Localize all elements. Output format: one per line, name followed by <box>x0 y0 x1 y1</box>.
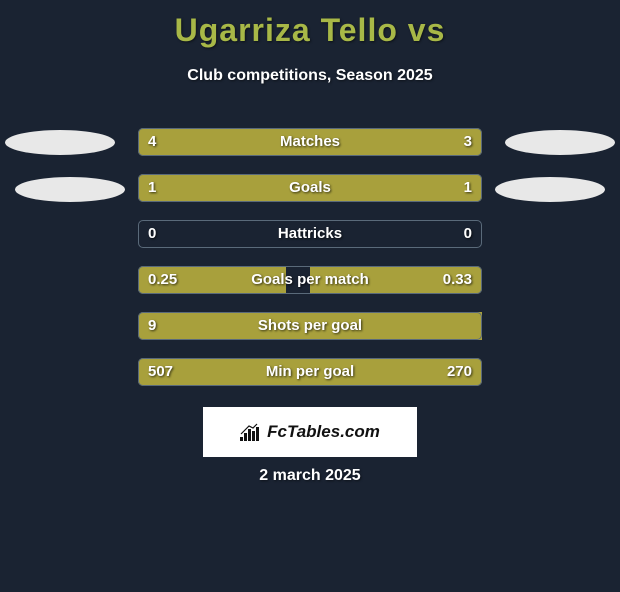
subtitle: Club competitions, Season 2025 <box>0 67 620 85</box>
stat-row: 0.250.33Goals per match <box>0 265 620 300</box>
bar-container: 507270Min per goal <box>138 358 482 386</box>
page-title: Ugarriza Tello vs <box>0 12 620 49</box>
bar-container: 0.250.33Goals per match <box>138 266 482 294</box>
logo-box: FcTables.com <box>203 407 417 457</box>
footer-date: 2 march 2025 <box>0 467 620 485</box>
stat-label: Goals <box>138 179 482 196</box>
logo-text: FcTables.com <box>267 422 380 442</box>
player-marker-left <box>5 130 115 155</box>
player-marker-right <box>505 130 615 155</box>
fctables-icon <box>240 423 262 441</box>
player-marker-left <box>15 177 125 202</box>
stat-row: 00Hattricks <box>0 219 620 254</box>
bar-container: 9Shots per goal <box>138 312 482 340</box>
stat-label: Goals per match <box>138 271 482 288</box>
stat-label: Hattricks <box>138 225 482 242</box>
bar-container: 43Matches <box>138 128 482 156</box>
comparison-chart: 43Matches 11Goals 00Hattricks 0.250.33Goals… <box>0 127 620 403</box>
bar-container: 00Hattricks <box>138 220 482 248</box>
stat-row: 43Matches <box>0 127 620 162</box>
stat-row: 9Shots per goal <box>0 311 620 346</box>
stat-label: Matches <box>138 133 482 150</box>
stat-label: Shots per goal <box>138 317 482 334</box>
stat-row: 507270Min per goal <box>0 357 620 392</box>
stat-row: 11Goals <box>0 173 620 208</box>
stat-label: Min per goal <box>138 363 482 380</box>
player-marker-right <box>495 177 605 202</box>
bar-container: 11Goals <box>138 174 482 202</box>
